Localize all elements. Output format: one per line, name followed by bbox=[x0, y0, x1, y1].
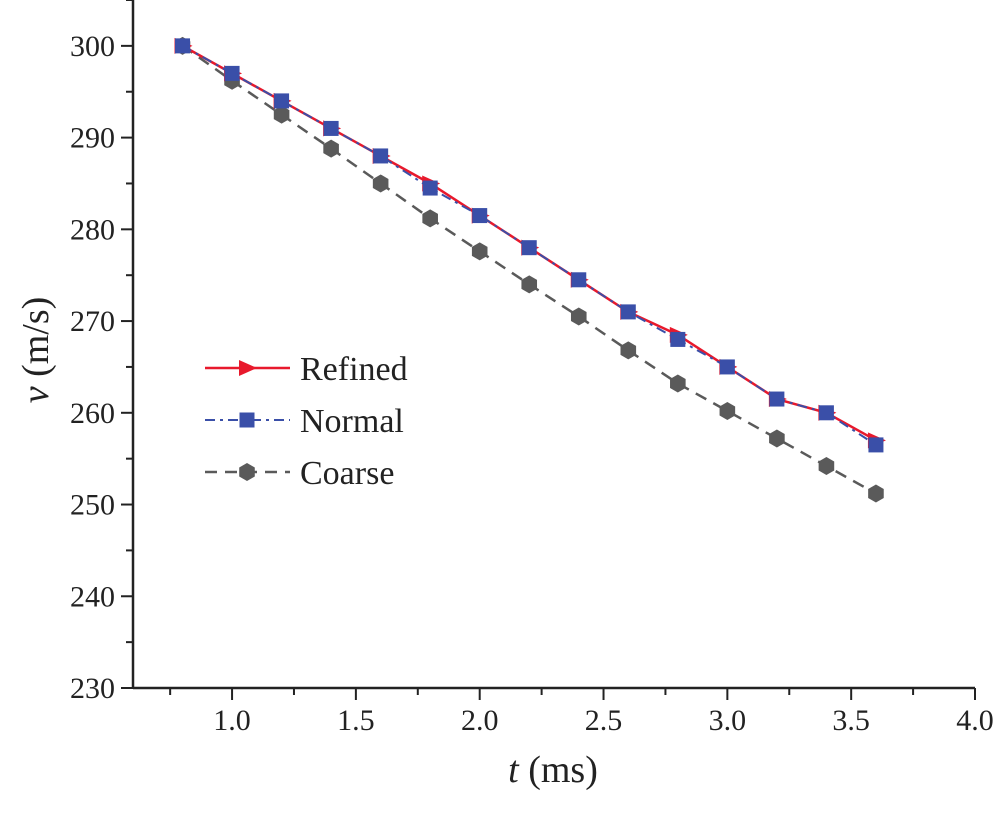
x-tick-label: 2.0 bbox=[461, 704, 499, 737]
data-point-coarse bbox=[868, 484, 884, 503]
data-point-coarse bbox=[521, 275, 538, 294]
data-point-normal bbox=[373, 148, 389, 164]
data-point-normal bbox=[670, 331, 686, 347]
y-axis-var: v bbox=[15, 386, 57, 403]
y-tick-label: 270 bbox=[70, 305, 115, 338]
data-point-coarse bbox=[620, 341, 637, 360]
data-point-coarse bbox=[471, 242, 488, 261]
data-point-normal bbox=[224, 65, 240, 81]
data-point-coarse bbox=[670, 374, 686, 393]
data-point-normal bbox=[175, 38, 191, 54]
data-point-normal bbox=[620, 304, 636, 320]
y-tick-label: 250 bbox=[70, 489, 115, 522]
data-point-coarse bbox=[372, 174, 389, 193]
legend-label: Refined bbox=[300, 351, 408, 388]
axes bbox=[131, 0, 975, 690]
x-axis-unit: (ms) bbox=[519, 749, 598, 791]
y-axis-title: v (m/s) bbox=[15, 297, 57, 404]
y-tick-label: 230 bbox=[70, 672, 115, 705]
y-tick-label: 260 bbox=[70, 397, 115, 430]
legend-entry-coarse: Coarse bbox=[205, 455, 394, 492]
series-layer bbox=[174, 36, 886, 503]
legend-marker bbox=[239, 360, 257, 376]
data-point-coarse bbox=[769, 429, 785, 448]
legend-entry-refined: Refined bbox=[205, 351, 408, 388]
x-axis-var: t bbox=[508, 749, 520, 791]
data-point-normal bbox=[521, 240, 537, 256]
x-axis-title: t (ms) bbox=[508, 749, 598, 791]
x-tick-label: 2.5 bbox=[585, 704, 623, 737]
legend-label: Coarse bbox=[300, 455, 394, 492]
data-point-normal bbox=[868, 437, 884, 453]
y-axis-unit: (m/s) bbox=[15, 297, 57, 387]
data-point-coarse bbox=[570, 307, 587, 326]
data-point-coarse bbox=[818, 457, 835, 476]
x-tick-label: 3.0 bbox=[709, 704, 747, 737]
data-point-coarse bbox=[323, 139, 339, 158]
x-tick-label: 3.5 bbox=[832, 704, 870, 737]
y-tick-label: 280 bbox=[70, 213, 115, 246]
data-point-normal bbox=[323, 120, 339, 136]
data-point-normal bbox=[818, 405, 834, 421]
x-tick-label: 1.5 bbox=[337, 704, 375, 737]
legend-marker bbox=[239, 463, 255, 481]
data-point-coarse bbox=[273, 105, 290, 124]
legend-label: Normal bbox=[300, 403, 404, 440]
data-point-coarse bbox=[422, 209, 438, 228]
data-point-normal bbox=[472, 208, 488, 224]
data-point-normal bbox=[719, 359, 735, 375]
x-tick-label: 1.0 bbox=[213, 704, 251, 737]
data-point-normal bbox=[571, 272, 587, 288]
ticks: 1.0 1.5 2.0 2.5 3.0 3.5 4.0 230 240 250 260 270 280 2… bbox=[70, 0, 994, 737]
data-point-coarse bbox=[719, 401, 736, 420]
series-normal bbox=[175, 38, 884, 453]
y-tick-label: 300 bbox=[70, 30, 115, 63]
y-tick-label: 240 bbox=[70, 580, 115, 613]
legend-entry-normal: Normal bbox=[205, 403, 404, 440]
series-line-normal bbox=[182, 44, 877, 446]
data-point-normal bbox=[274, 93, 290, 109]
data-point-normal bbox=[422, 180, 438, 196]
data-point-normal bbox=[769, 391, 785, 407]
x-tick-label: 4.0 bbox=[956, 704, 994, 737]
legend: Refined Normal Coarse bbox=[205, 351, 408, 492]
legend-marker bbox=[239, 412, 255, 428]
y-tick-label: 290 bbox=[70, 122, 115, 155]
